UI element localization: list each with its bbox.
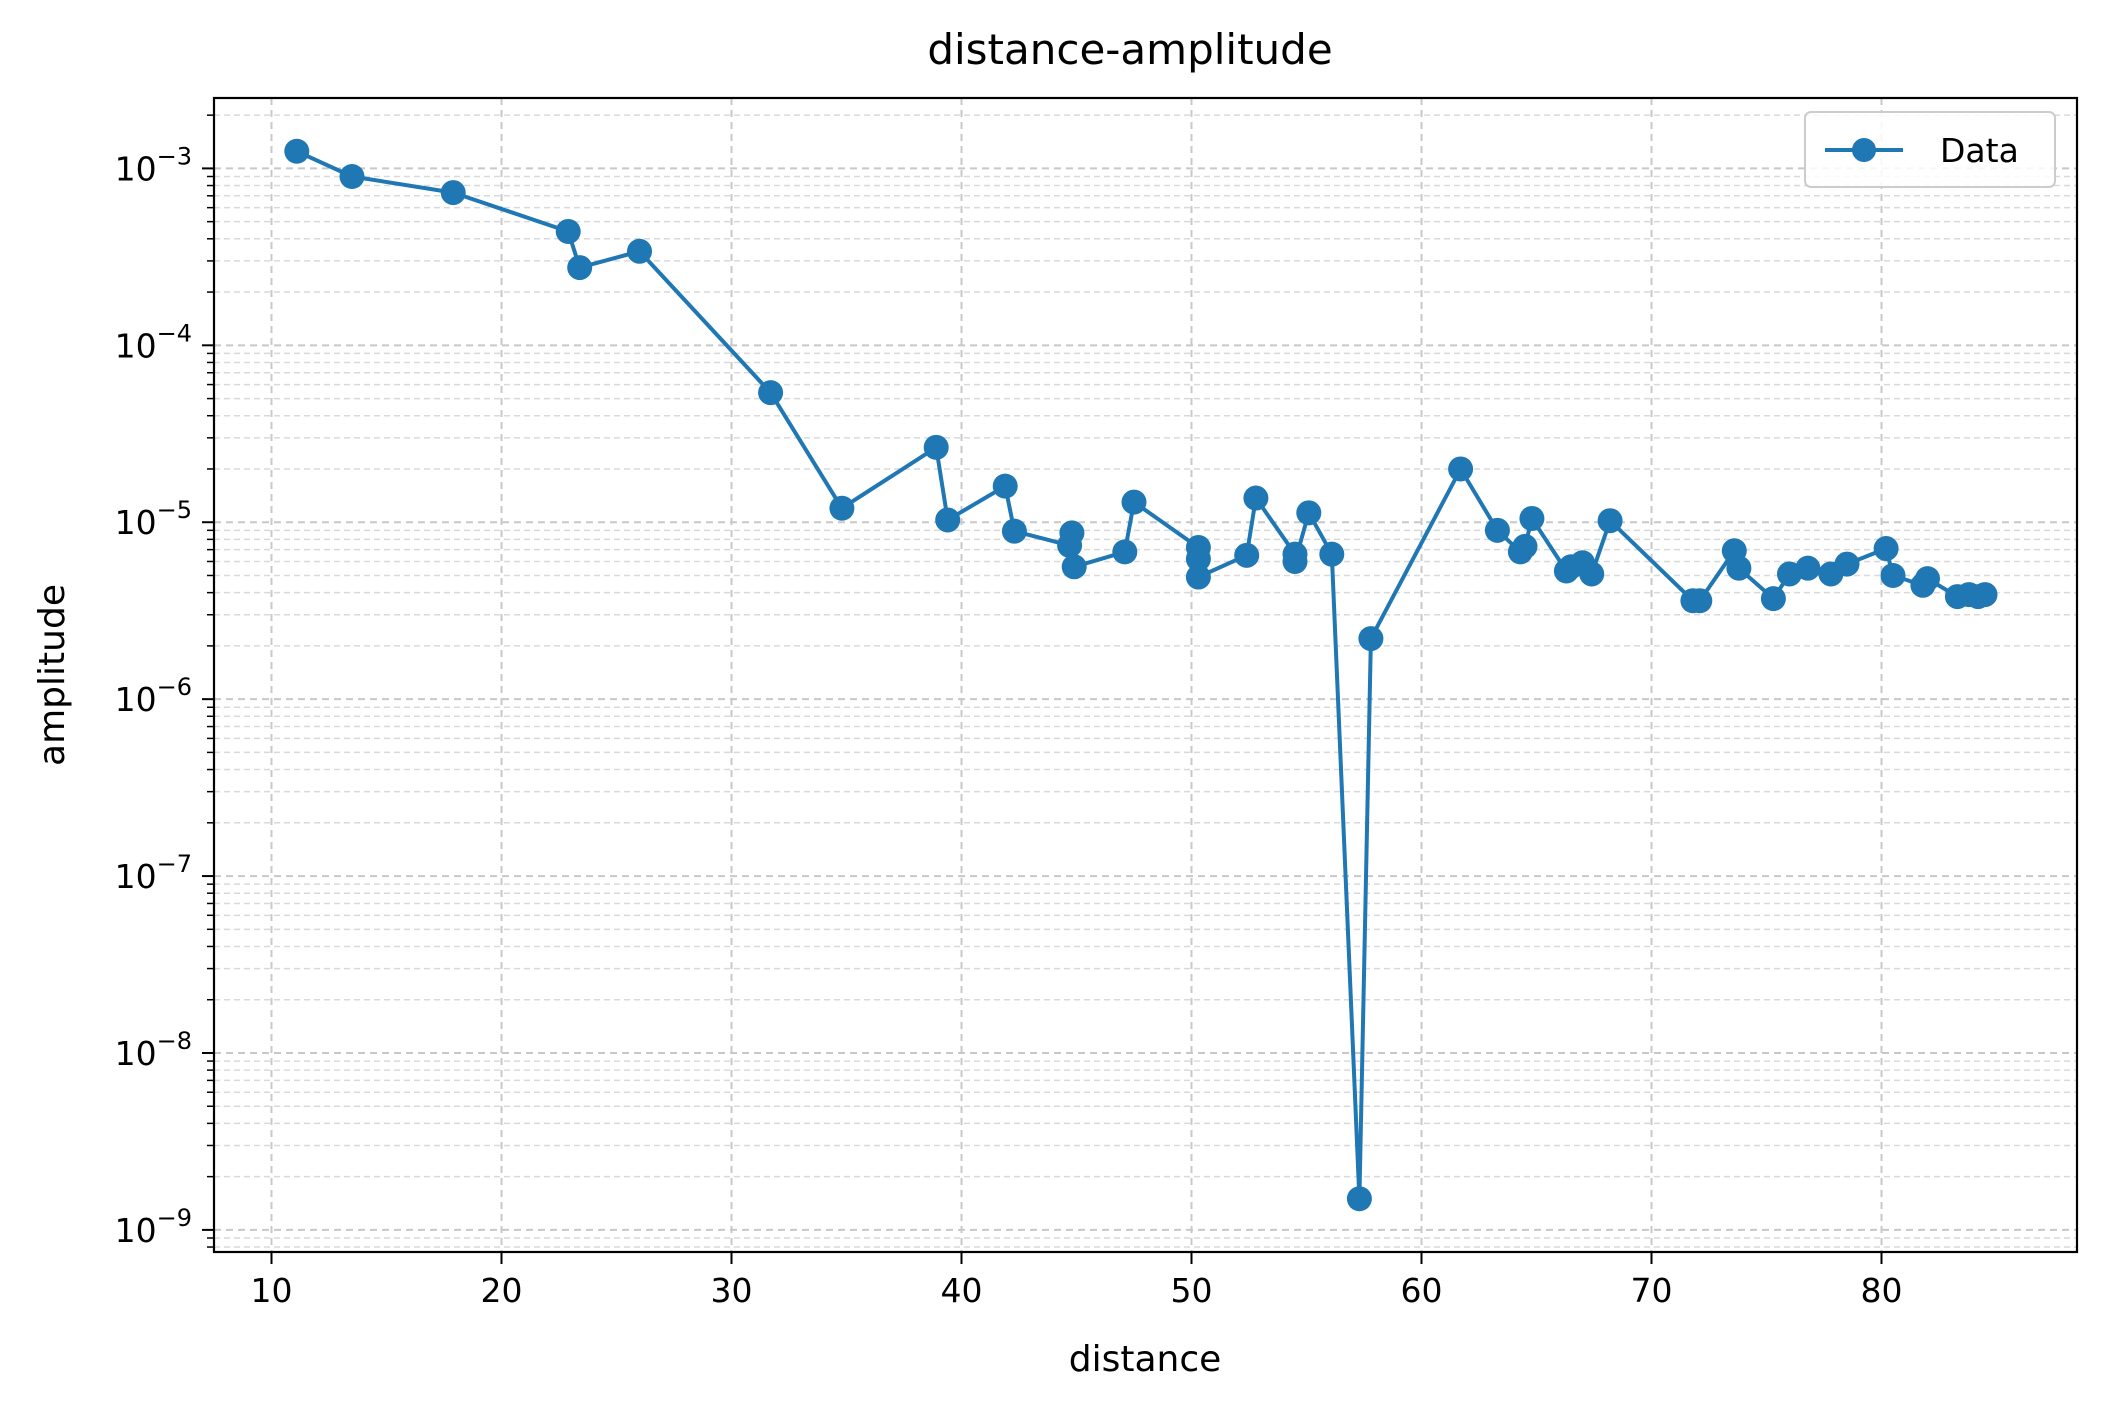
data-point [1834, 551, 1860, 577]
x-tick-label: 50 [1171, 1271, 1213, 1310]
data-point [1296, 500, 1322, 526]
data-point [1001, 518, 1027, 544]
data-point [1319, 541, 1345, 567]
data-point [1059, 520, 1085, 546]
x-tick-label: 70 [1631, 1271, 1673, 1310]
data-point [1726, 555, 1752, 581]
x-tick-label: 60 [1401, 1271, 1443, 1310]
data-point [1061, 554, 1087, 580]
chart-title: distance-amplitude [927, 25, 1332, 74]
grid-layer [214, 98, 2077, 1252]
y-tick-label: 10−4 [115, 319, 192, 365]
data-point [1873, 536, 1899, 562]
legend-marker [1852, 138, 1876, 162]
data-point [1795, 555, 1821, 581]
data-point [339, 163, 365, 189]
y-axis-label: amplitude [32, 584, 73, 766]
x-axis-label: distance [1069, 1339, 1222, 1380]
x-tick-label: 40 [941, 1271, 983, 1310]
data-point [567, 255, 593, 281]
data-point [1346, 1186, 1372, 1212]
plot-frame [212, 96, 2079, 1254]
data-point [992, 473, 1018, 499]
data-point [829, 495, 855, 521]
x-tick-label: 10 [251, 1271, 293, 1310]
data-point [1282, 548, 1308, 574]
data-point [1687, 588, 1713, 614]
data-point [1448, 456, 1474, 482]
y-tick-label: 10−3 [115, 142, 192, 188]
data-point [1512, 533, 1538, 559]
y-tick-label: 10−7 [115, 850, 192, 896]
data-point [1185, 546, 1211, 572]
data-point [758, 380, 784, 406]
data-point [1185, 564, 1211, 590]
legend-box [1804, 111, 2056, 188]
data-point [1760, 586, 1786, 612]
x-tick-label: 20 [481, 1271, 523, 1310]
data-point [1121, 489, 1147, 515]
data-point [923, 434, 949, 460]
data-point [627, 238, 652, 264]
y-tick-label: 10−8 [115, 1027, 192, 1073]
data-point [1243, 485, 1269, 511]
data-point [935, 507, 961, 533]
data-point [1579, 561, 1605, 587]
data-point [1915, 566, 1940, 592]
data-point [1112, 539, 1138, 565]
data-point [1234, 542, 1260, 568]
data-point [555, 218, 581, 244]
ticks-layer: 10−9 10−8 10−7 10−6 10−5 10−4 10−3 10 20 30 40 50 60… [115, 114, 1903, 1310]
data-point [1519, 505, 1545, 531]
data-point [1484, 517, 1510, 543]
x-tick-label: 80 [1861, 1271, 1903, 1310]
y-tick-label: 10−5 [115, 496, 192, 542]
legend-label: Data [1940, 131, 2019, 170]
series-layer [284, 138, 1998, 1212]
data-point [1880, 562, 1906, 588]
data-point [440, 180, 466, 206]
data-point [1358, 626, 1384, 652]
data-point [1597, 508, 1623, 534]
x-tick-label: 30 [711, 1271, 753, 1310]
data-point [1972, 582, 1998, 608]
legend: Data [1804, 111, 2056, 188]
y-tick-label: 10−6 [115, 673, 192, 719]
y-tick-label: 10−9 [115, 1204, 192, 1250]
data-point [284, 138, 310, 164]
